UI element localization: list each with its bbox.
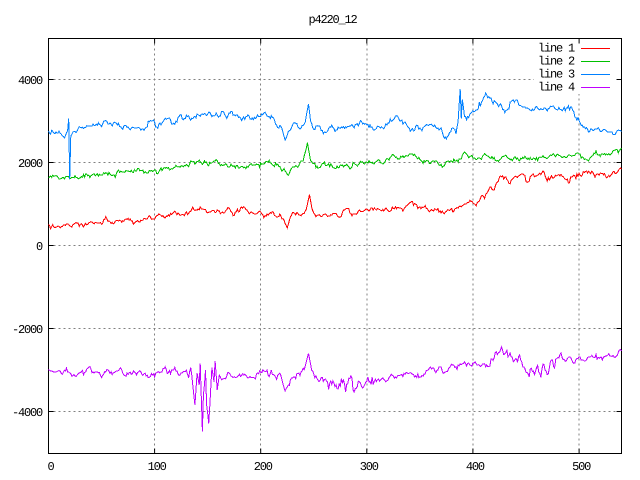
- svg-text:100: 100: [148, 460, 167, 474]
- svg-text:0: 0: [36, 240, 43, 254]
- svg-text:300: 300: [360, 460, 379, 474]
- svg-text:-4000: -4000: [12, 406, 43, 420]
- svg-text:400: 400: [466, 460, 485, 474]
- svg-text:4000: 4000: [18, 74, 43, 88]
- svg-text:0: 0: [47, 460, 54, 474]
- svg-text:200: 200: [254, 460, 273, 474]
- svg-text:line 3: line 3: [538, 67, 575, 81]
- svg-text:line 1: line 1: [538, 41, 575, 55]
- svg-text:line 2: line 2: [538, 54, 575, 68]
- svg-text:p4220_12: p4220_12: [308, 13, 357, 27]
- svg-text:500: 500: [572, 460, 591, 474]
- svg-text:-2000: -2000: [12, 323, 43, 337]
- svg-text:line 4: line 4: [538, 80, 575, 94]
- svg-text:2000: 2000: [18, 157, 43, 171]
